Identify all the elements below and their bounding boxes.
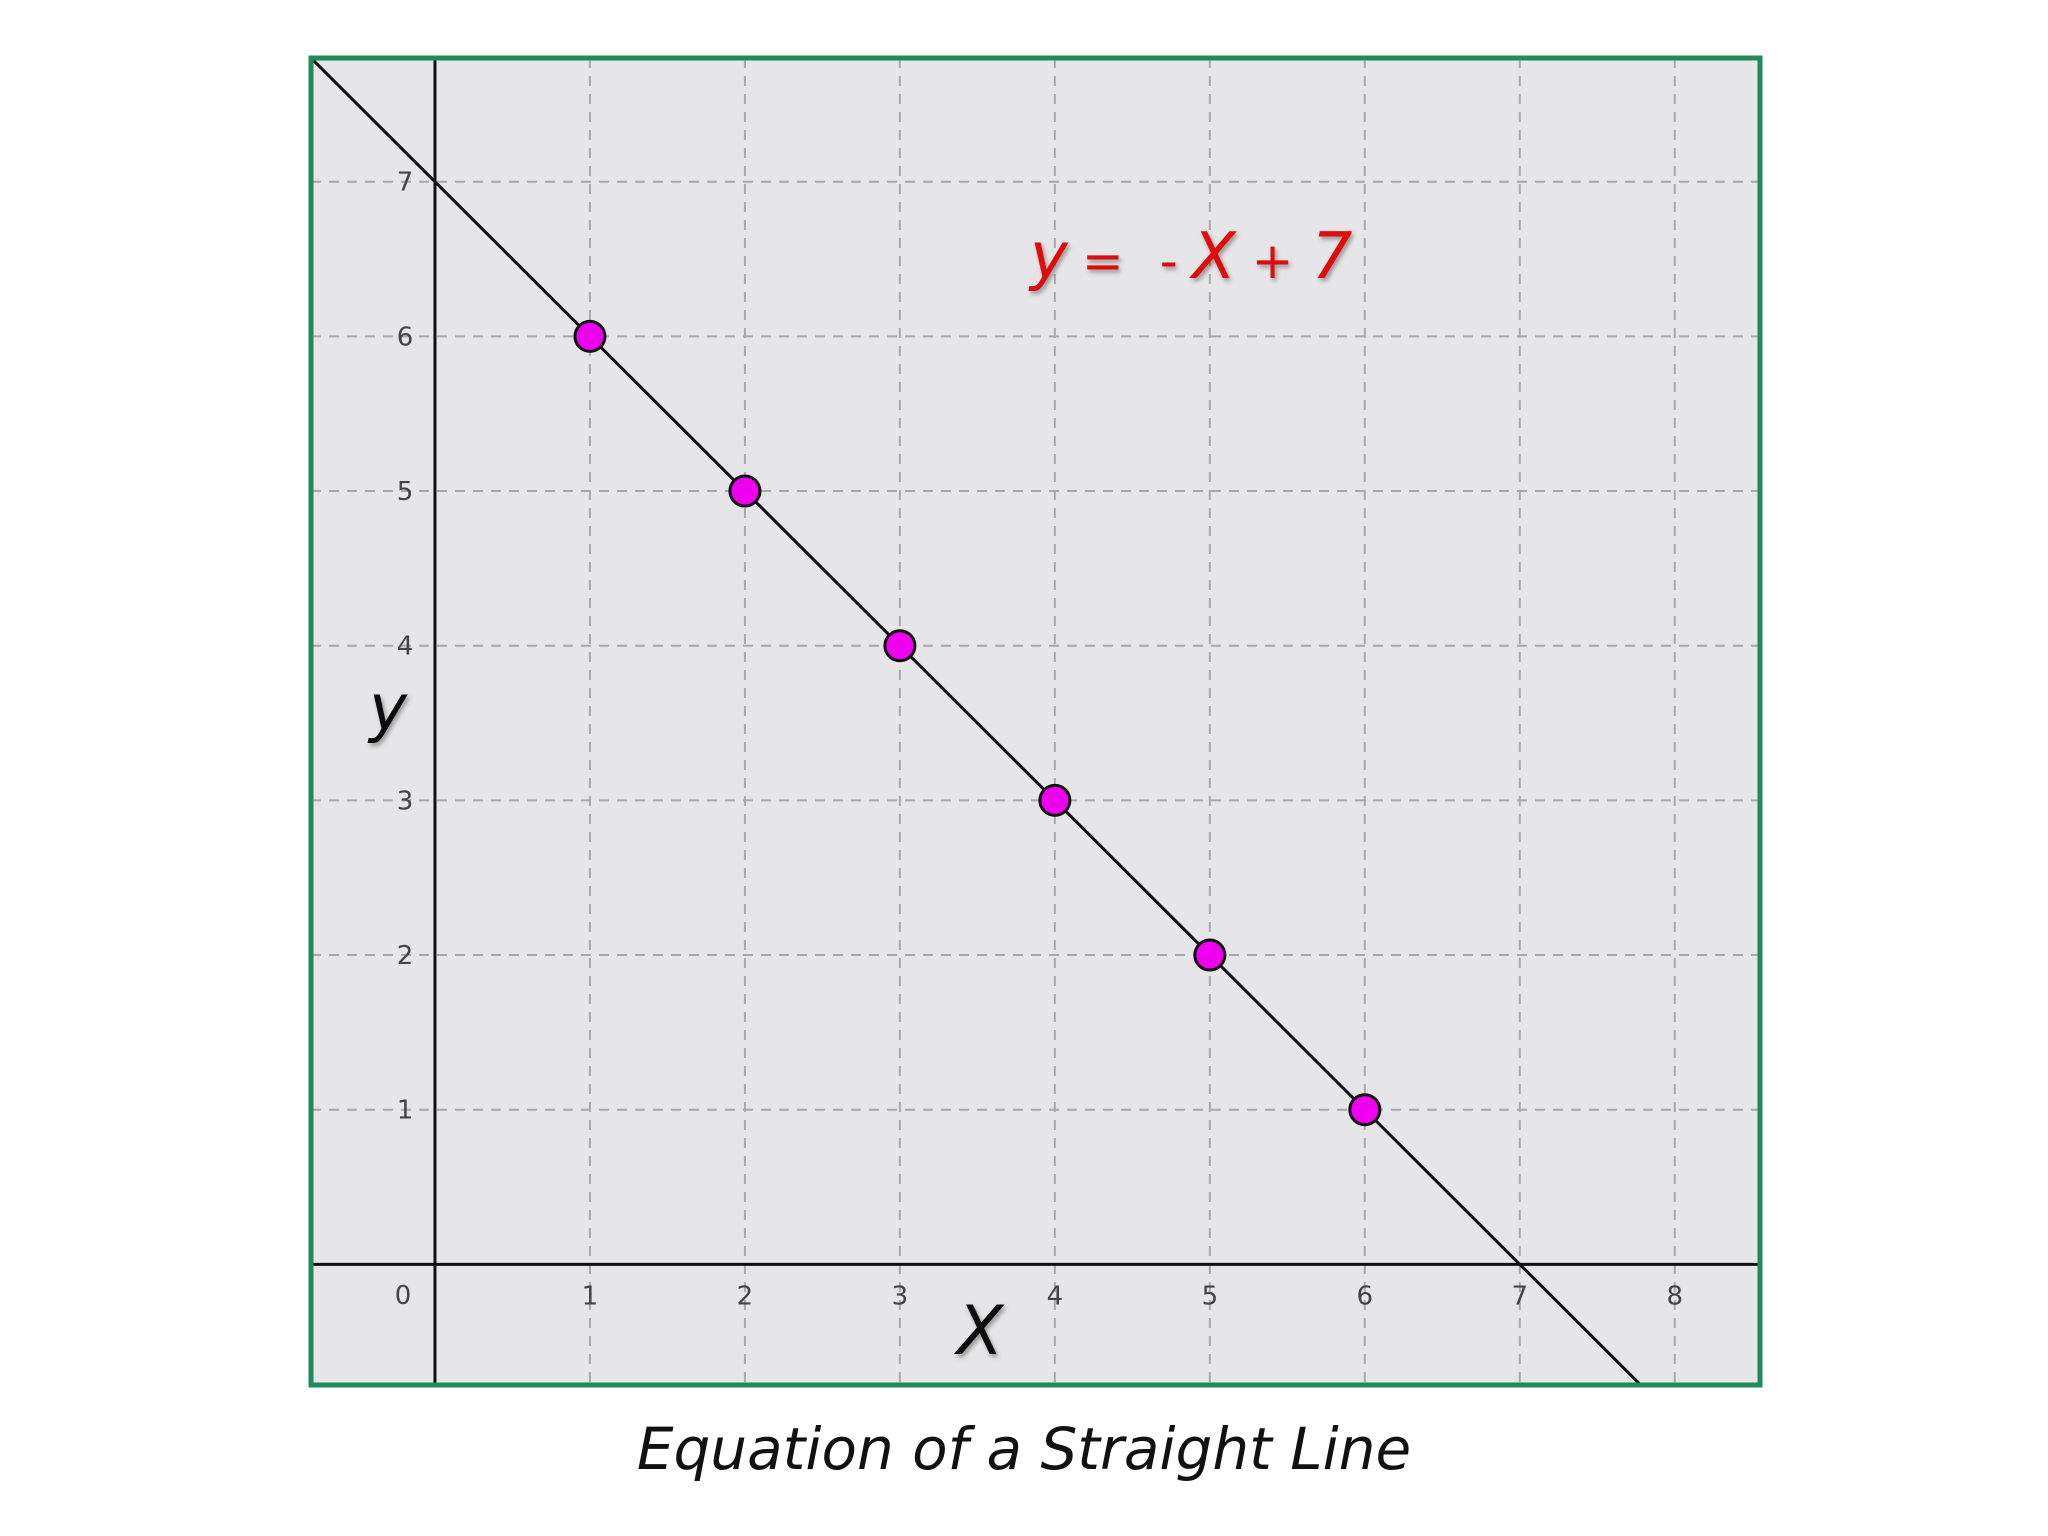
line-layer <box>313 60 1641 1383</box>
y-tick-label: 3 <box>397 786 414 816</box>
figure-caption: Equation of a Straight Line <box>636 1415 1412 1483</box>
equation-equals: = <box>1082 232 1124 290</box>
y-tick-label: 2 <box>397 941 414 971</box>
y-tick-label: 6 <box>397 322 414 352</box>
equation-y: y <box>1028 220 1069 294</box>
data-point <box>728 474 762 508</box>
grid <box>313 60 1758 1383</box>
data-point <box>883 629 917 663</box>
equation-x: X <box>1189 220 1237 294</box>
y-tick-labels: 1 2 3 4 5 6 7 <box>397 168 414 1126</box>
y-tick-label: 7 <box>397 168 414 198</box>
y-tick-label: 1 <box>397 1096 414 1126</box>
plot-area <box>311 58 1760 1385</box>
x-tick-label: 2 <box>737 1281 754 1311</box>
x-tick-label: 6 <box>1357 1281 1374 1311</box>
plot-frame <box>308 55 1763 1388</box>
equation-constant: 7 <box>1312 220 1353 294</box>
data-point <box>1348 1093 1382 1127</box>
equation-plus: + <box>1252 232 1294 290</box>
data-point <box>573 319 607 353</box>
x-tick-label: 5 <box>1202 1281 1219 1311</box>
equation-label: y = - X +7 <box>1028 220 1353 294</box>
data-point <box>1038 783 1072 817</box>
series-line <box>313 60 1641 1383</box>
data-point <box>1193 938 1227 972</box>
y-tick-label: 5 <box>397 477 414 507</box>
x-tick-label: 8 <box>1666 1281 1683 1311</box>
points <box>573 319 1382 1127</box>
y-axis-label: y <box>367 672 408 746</box>
x-tick-label: 1 <box>582 1281 599 1311</box>
origin-label: 0 <box>395 1281 412 1311</box>
x-tick-label: 4 <box>1047 1281 1064 1311</box>
x-tick-labels: 1 2 3 4 5 6 7 8 <box>582 1281 1683 1311</box>
equation-minus: - <box>1160 232 1178 290</box>
x-axis-label: X <box>954 1292 1005 1371</box>
x-tick-label: 7 <box>1512 1281 1529 1311</box>
x-tick-label: 3 <box>892 1281 909 1311</box>
y-tick-label: 4 <box>397 632 414 662</box>
